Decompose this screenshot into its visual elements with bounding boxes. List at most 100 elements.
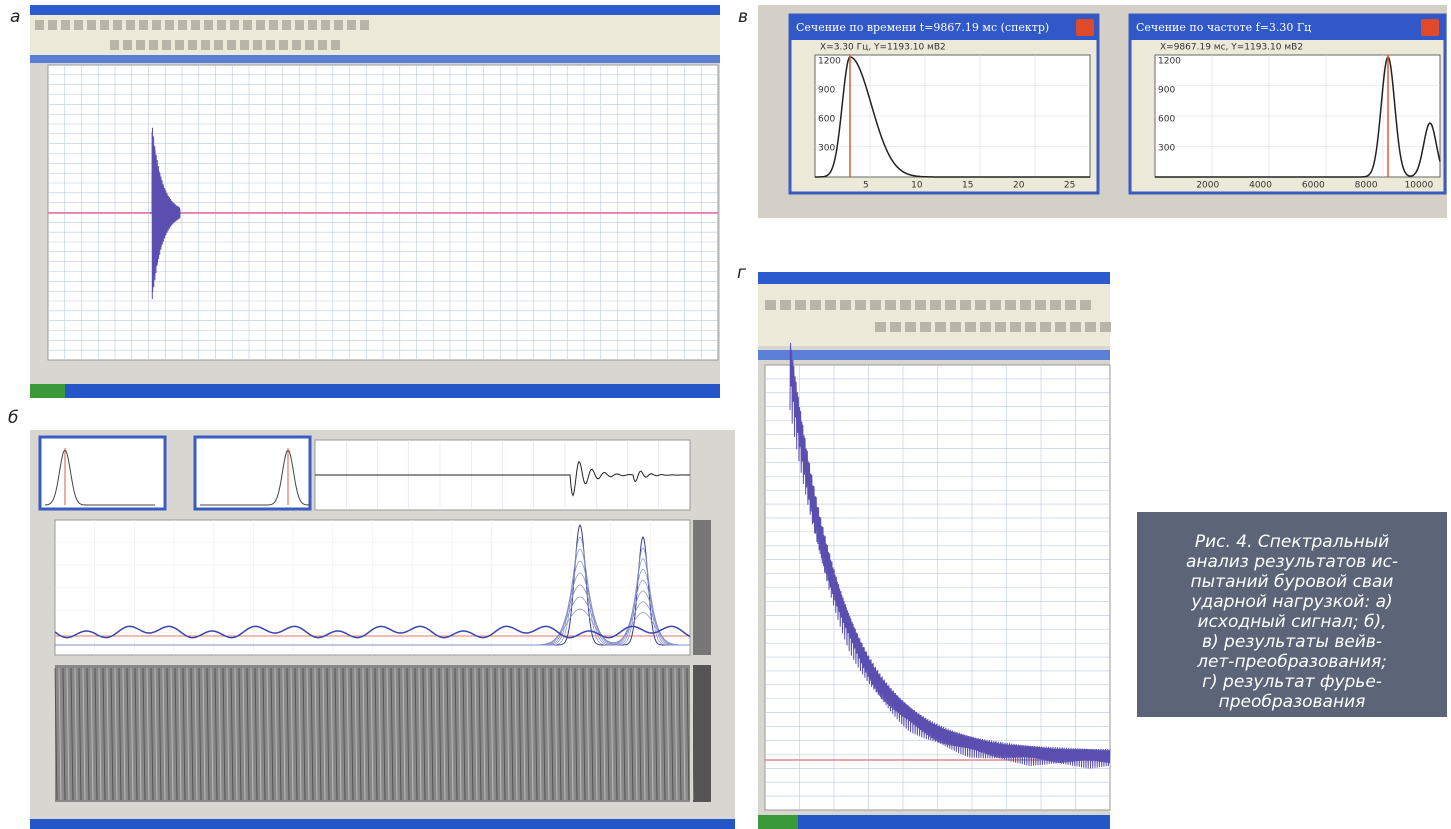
toolbar-button[interactable]: [201, 40, 210, 50]
toolbar-button[interactable]: [318, 40, 327, 50]
toolbar-button[interactable]: [61, 20, 70, 30]
toolbar-button[interactable]: [1040, 322, 1051, 332]
toolbar-button[interactable]: [123, 40, 132, 50]
toolbar-button[interactable]: [930, 300, 941, 310]
toolbar-button[interactable]: [175, 40, 184, 50]
spectrogram-stripe: [134, 667, 138, 801]
spectrogram-stripe: [618, 667, 622, 801]
toolbar-button[interactable]: [165, 20, 174, 30]
toolbar-button[interactable]: [162, 40, 171, 50]
toolbar-button[interactable]: [149, 40, 158, 50]
toolbar-button[interactable]: [1005, 300, 1016, 310]
spectrogram-stripe: [122, 667, 126, 801]
toolbar-button[interactable]: [256, 20, 265, 30]
toolbar-button[interactable]: [965, 322, 976, 332]
toolbar-button[interactable]: [113, 20, 122, 30]
toolbar-button[interactable]: [950, 322, 961, 332]
toolbar-button[interactable]: [1080, 300, 1091, 310]
toolbar-button[interactable]: [188, 40, 197, 50]
caption-line: преобразования: [1219, 692, 1366, 712]
toolbar-button[interactable]: [240, 40, 249, 50]
toolbar-button[interactable]: [292, 40, 301, 50]
toolbar-button[interactable]: [900, 300, 911, 310]
toolbar-button[interactable]: [980, 322, 991, 332]
toolbar-button[interactable]: [360, 20, 369, 30]
toolbar-button[interactable]: [1020, 300, 1031, 310]
toolbar-button[interactable]: [282, 20, 291, 30]
toolbar-button[interactable]: [48, 20, 57, 30]
spectrogram-stripe: [298, 667, 302, 801]
toolbar-button[interactable]: [975, 300, 986, 310]
toolbar-button[interactable]: [87, 20, 96, 30]
toolbar-button[interactable]: [1085, 322, 1096, 332]
toolbar-button[interactable]: [347, 20, 356, 30]
spectrogram-stripe: [626, 667, 630, 801]
start-button[interactable]: [30, 384, 65, 398]
toolbar-button[interactable]: [1055, 322, 1066, 332]
toolbar-button[interactable]: [905, 322, 916, 332]
title-bar: [758, 272, 1110, 284]
spectrogram-stripe: [74, 667, 78, 801]
toolbar-button[interactable]: [126, 20, 135, 30]
toolbar-button[interactable]: [35, 20, 44, 30]
toolbar-button[interactable]: [74, 20, 83, 30]
toolbar-button[interactable]: [945, 300, 956, 310]
toolbar-button[interactable]: [1065, 300, 1076, 310]
toolbar-button[interactable]: [885, 300, 896, 310]
toolbar-button[interactable]: [214, 40, 223, 50]
toolbar-button[interactable]: [269, 20, 278, 30]
toolbar-button[interactable]: [230, 20, 239, 30]
toolbar-button[interactable]: [152, 20, 161, 30]
toolbar-button[interactable]: [110, 40, 119, 50]
toolbar-button[interactable]: [1010, 322, 1021, 332]
toolbar-button[interactable]: [139, 20, 148, 30]
spectrogram-stripe: [54, 667, 58, 801]
toolbar-button[interactable]: [875, 322, 886, 332]
toolbar-button[interactable]: [305, 40, 314, 50]
toolbar-button[interactable]: [227, 40, 236, 50]
x-tick-label: 10: [911, 181, 923, 191]
toolbar-button[interactable]: [890, 322, 901, 332]
spectrogram-stripe: [162, 667, 166, 801]
toolbar-button[interactable]: [243, 20, 252, 30]
toolbar-button[interactable]: [136, 40, 145, 50]
toolbar-button[interactable]: [915, 300, 926, 310]
toolbar-button[interactable]: [935, 322, 946, 332]
toolbar-button[interactable]: [855, 300, 866, 310]
toolbar-button[interactable]: [334, 20, 343, 30]
toolbar-button[interactable]: [825, 300, 836, 310]
toolbar-button[interactable]: [295, 20, 304, 30]
toolbar-button[interactable]: [178, 20, 187, 30]
close-button[interactable]: [1421, 19, 1439, 36]
toolbar-button[interactable]: [1050, 300, 1061, 310]
toolbar-button[interactable]: [1025, 322, 1036, 332]
spectrogram-stripe: [434, 667, 438, 801]
signal-trace: [150, 127, 181, 300]
toolbar-button[interactable]: [253, 40, 262, 50]
toolbar-button[interactable]: [100, 20, 109, 30]
toolbar-button[interactable]: [321, 20, 330, 30]
toolbar-button[interactable]: [217, 20, 226, 30]
spectrogram-stripe: [658, 667, 662, 801]
toolbar-button[interactable]: [990, 300, 1001, 310]
toolbar-button[interactable]: [1100, 322, 1111, 332]
toolbar-button[interactable]: [279, 40, 288, 50]
toolbar-button[interactable]: [1070, 322, 1081, 332]
toolbar-button[interactable]: [870, 300, 881, 310]
toolbar-button[interactable]: [920, 322, 931, 332]
toolbar-button[interactable]: [331, 40, 340, 50]
toolbar-button[interactable]: [795, 300, 806, 310]
toolbar-button[interactable]: [960, 300, 971, 310]
toolbar-button[interactable]: [266, 40, 275, 50]
toolbar-button[interactable]: [765, 300, 776, 310]
toolbar-button[interactable]: [204, 20, 213, 30]
toolbar-button[interactable]: [780, 300, 791, 310]
toolbar-button[interactable]: [840, 300, 851, 310]
toolbar-button[interactable]: [995, 322, 1006, 332]
toolbar-button[interactable]: [191, 20, 200, 30]
start-button[interactable]: [758, 815, 798, 829]
toolbar-button[interactable]: [810, 300, 821, 310]
toolbar-button[interactable]: [1035, 300, 1046, 310]
toolbar-button[interactable]: [308, 20, 317, 30]
close-button[interactable]: [1076, 19, 1094, 36]
